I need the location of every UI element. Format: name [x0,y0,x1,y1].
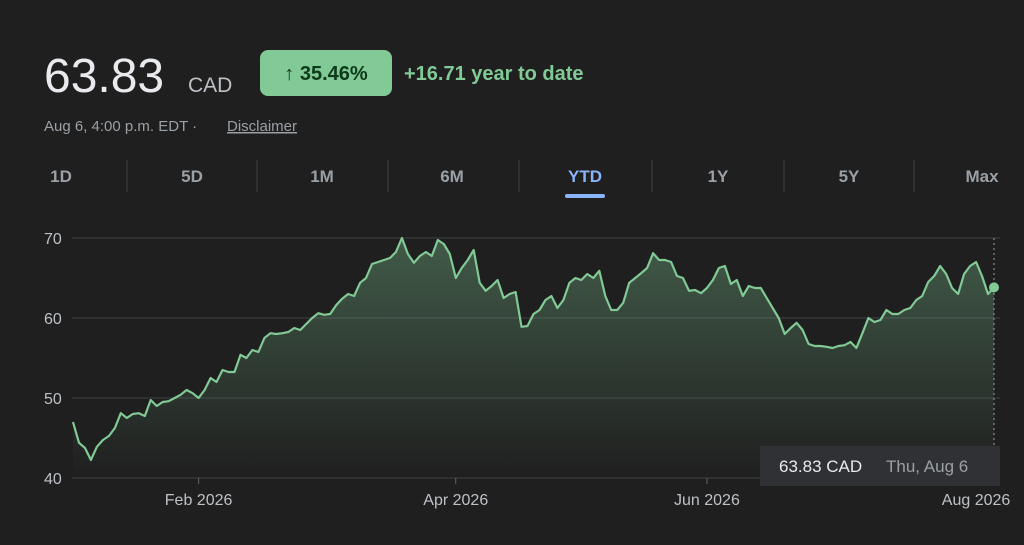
active-tab-indicator [565,194,605,198]
y-tick-label: 50 [44,391,62,408]
tooltip-bg [760,446,1000,486]
y-tick-label: 60 [44,311,62,328]
range-tab[interactable]: 6M [440,167,464,186]
change-text: +16.71 year to date [404,63,584,85]
hover-point [989,282,999,293]
x-tick-label: Jun 2026 [674,492,740,509]
range-tab[interactable]: YTD [568,167,602,186]
price-area [73,238,994,478]
y-tick-label: 70 [44,231,62,248]
price: 63.83 [44,50,164,103]
timestamp: Aug 6, 4:00 p.m. EDT · [44,118,197,135]
chart: 40 50 60 70 Feb 2026 Apr 2026 Jun 2026 Aug 2026… [44,231,1010,509]
range-tab[interactable]: 1D [50,167,72,186]
disclaimer-link[interactable]: Disclaimer [227,118,297,135]
tooltip-value: 63.83 CAD [779,457,862,476]
change-badge-bg [260,50,392,96]
y-tick-label: 40 [44,471,62,488]
x-tick-label: Apr 2026 [423,492,488,509]
tooltip-date: Thu, Aug 6 [886,457,968,476]
range-tab[interactable]: 1M [310,167,334,186]
range-tab[interactable]: 5D [181,167,203,186]
price-line [71,236,995,462]
x-tick-label: Feb 2026 [165,492,233,509]
range-tab[interactable]: Max [965,167,999,186]
range-tabs: 1D 5D 1M 6M YTD 1Y 5Y Max [50,160,999,198]
x-tick-label: Aug 2026 [942,492,1011,509]
range-tab[interactable]: 1Y [708,167,729,186]
currency: CAD [188,74,232,97]
change-badge: ↑ 35.46% [284,63,368,85]
range-tab[interactable]: 5Y [839,167,860,186]
